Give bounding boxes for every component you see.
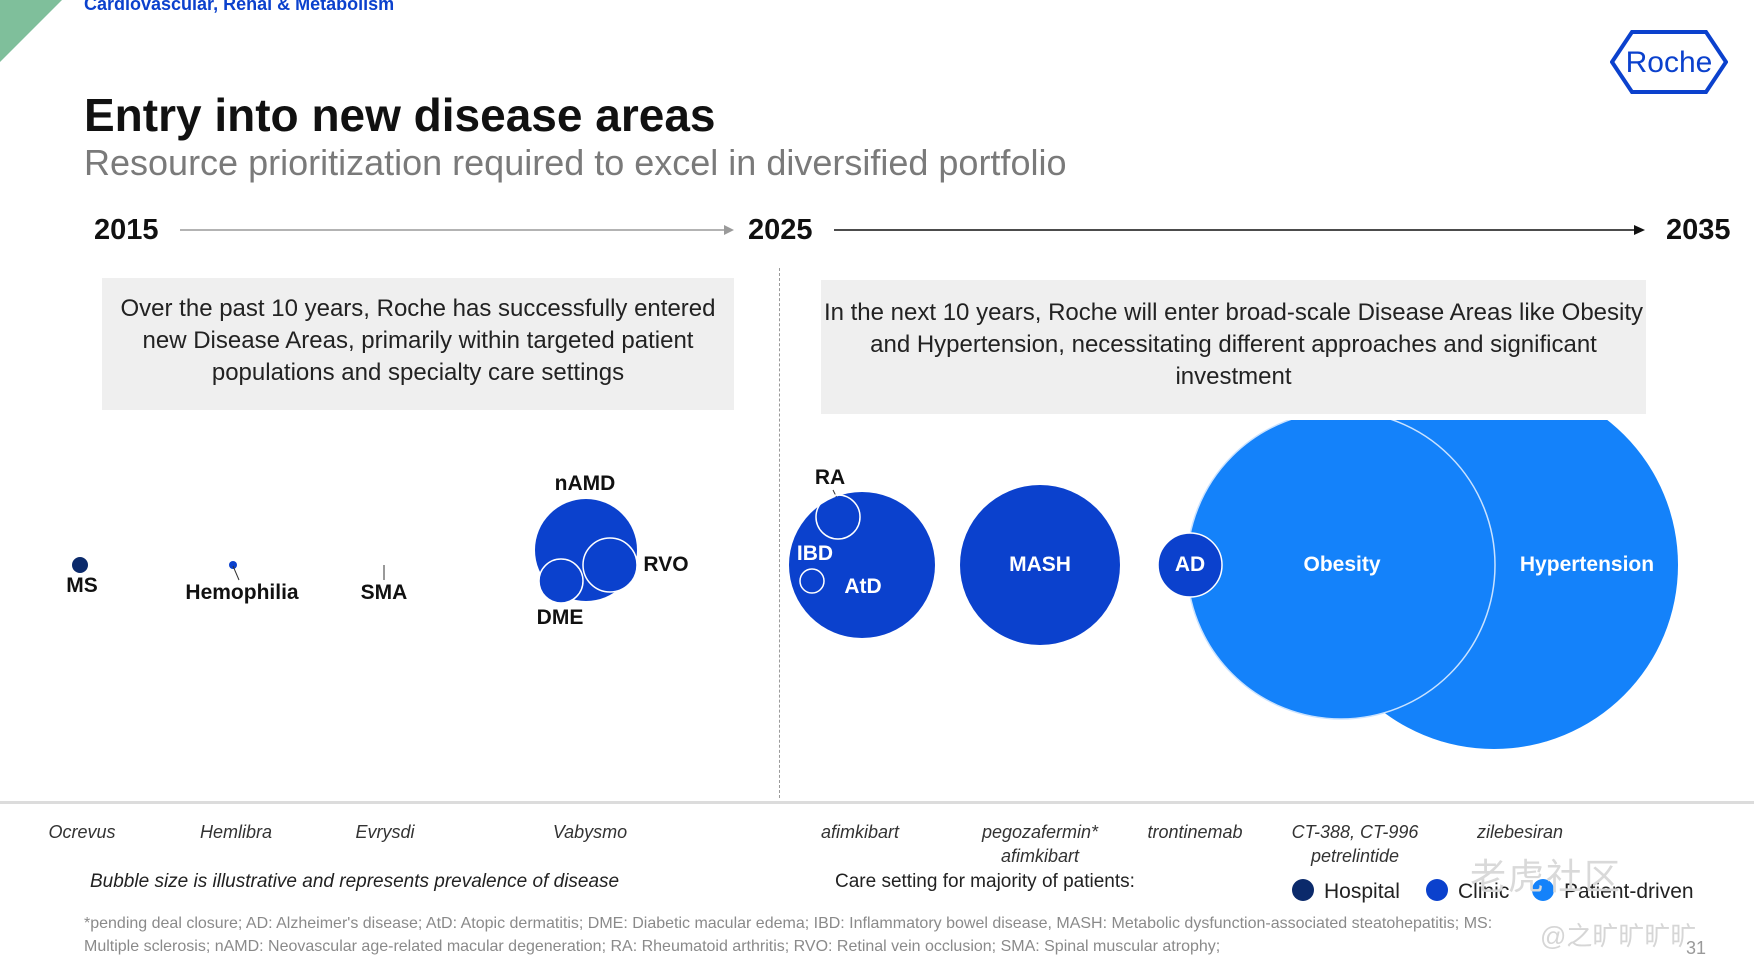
legend-patient-driven-dot — [1532, 879, 1554, 902]
bubble-ra — [815, 494, 861, 540]
drug-obesity: CT-388, CT-996 petrelintide — [1270, 820, 1440, 868]
bubble-ibd — [799, 568, 825, 594]
footnote: *pending deal closure; AD: Alzheimer's d… — [84, 912, 1684, 958]
care-setting-note: Care setting for majority of patients: — [835, 871, 1135, 892]
watermark-main: 老虎社区 — [1470, 856, 1623, 897]
label-namd: nAMD — [555, 472, 616, 495]
label-atd: AtD — [844, 575, 881, 598]
footnote-line1: *pending deal closure; AD: Alzheimer's d… — [84, 915, 1493, 932]
bubble-atd — [789, 492, 935, 638]
drug-mash-line2: afimkibart — [1000, 846, 1080, 866]
section-label: Cardiovascular, Renal & Metabolism — [84, 0, 395, 14]
label-rvo: RVO — [643, 553, 688, 576]
watermark-handle: @之旷旷旷旷 — [1540, 921, 1697, 951]
drug-sma: Evrysdi — [355, 822, 415, 842]
legend-clinic-label: Clinic — [1458, 880, 1510, 903]
page-subtitle: Resource prioritization required to exce… — [84, 142, 1067, 183]
label-dme: DME — [537, 606, 584, 629]
drug-ad: trontinemab — [1147, 822, 1243, 842]
drug-ms: Ocrevus — [48, 822, 116, 842]
bubble-rvo — [582, 537, 638, 593]
label-hemophilia: Hemophilia — [185, 581, 299, 604]
drug-atd: afimkibart — [820, 822, 900, 842]
bubble-hemophilia — [229, 561, 237, 569]
roche-logo: Roche — [1610, 30, 1728, 94]
year-2015: 2015 — [94, 214, 159, 246]
bubble-mash — [960, 485, 1120, 645]
label-ra: RA — [815, 466, 845, 489]
drug-mash-line1: pegozafermin* — [981, 822, 1099, 842]
drug-mash: pegozafermin* afimkibart — [960, 820, 1120, 868]
timeline-arrowhead-future — [1634, 225, 1645, 235]
timeline-arrows — [180, 225, 1645, 235]
label-hypertension: Hypertension — [1520, 553, 1654, 576]
year-2035: 2035 — [1666, 214, 1731, 246]
label-obesity: Obesity — [1303, 553, 1380, 576]
bubble-ad — [1157, 532, 1223, 598]
legend-patient-driven-label: Patient-driven — [1564, 880, 1694, 903]
past-summary-box: Over the past 10 years, Roche has succes… — [102, 278, 734, 410]
drug-hypertension: zilebesiran — [1476, 822, 1564, 842]
page-title: Entry into new disease areas — [84, 89, 716, 141]
bubble-size-note: Bubble size is illustrative and represen… — [90, 871, 620, 892]
legend-hospital-label: Hospital — [1324, 880, 1400, 903]
corner-accent — [0, 0, 62, 62]
drug-namd: Vabysmo — [552, 822, 628, 842]
label-mash: MASH — [1009, 553, 1071, 576]
year-2025: 2025 — [748, 214, 813, 246]
label-ibd: IBD — [797, 542, 833, 565]
drug-hemophilia: Hemlibra — [199, 822, 273, 842]
bubble-dme — [538, 558, 584, 604]
disease-bubbles: MS Hemophilia SMA nAMD RVO DME RA IBD At… — [66, 420, 1678, 749]
leader-hemophilia — [232, 565, 240, 581]
separator-line — [0, 801, 1754, 804]
legend-patient-driven: Patient-driven — [1532, 879, 1694, 904]
legend-hospital: Hospital — [1292, 879, 1400, 904]
page-number: 31 — [1686, 938, 1707, 958]
future-summary-box: In the next 10 years, Roche will enter b… — [821, 280, 1646, 414]
bubble-ms — [72, 557, 88, 573]
label-ms: MS — [66, 574, 98, 597]
timeline-arrowhead-past — [724, 225, 734, 235]
label-sma: SMA — [361, 581, 408, 604]
label-ad: AD — [1175, 553, 1205, 576]
logo-text: Roche — [1626, 46, 1713, 79]
legend-hospital-dot — [1292, 879, 1314, 902]
drug-obesity-line2: petrelintide — [1310, 846, 1400, 866]
footnote-line2: Multiple sclerosis; nAMD: Neovascular ag… — [84, 938, 1221, 955]
legend-clinic-dot — [1426, 879, 1448, 902]
timeline-divider — [779, 268, 780, 798]
drug-obesity-line1: CT-388, CT-996 — [1291, 822, 1419, 842]
legend-clinic: Clinic — [1426, 879, 1510, 904]
